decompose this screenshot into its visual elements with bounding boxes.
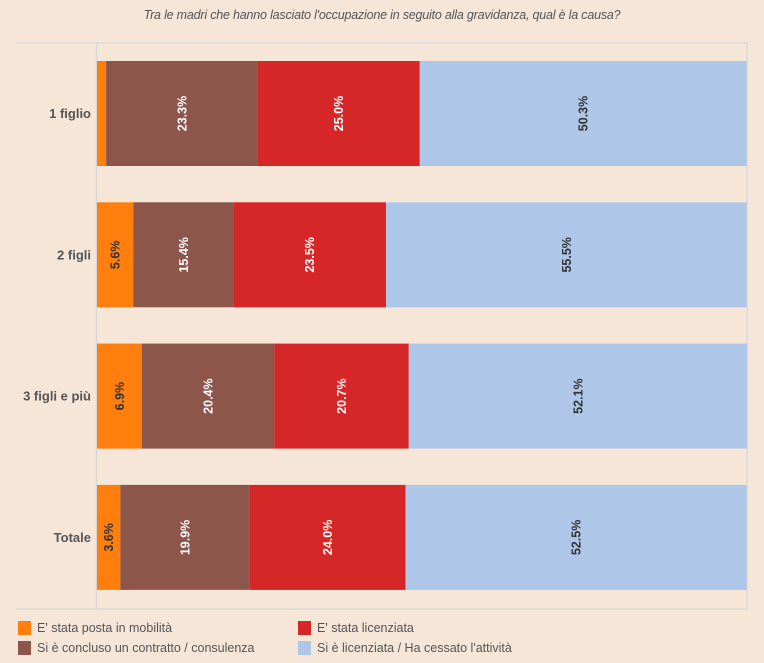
category-label: Totale	[54, 530, 91, 545]
bar-value-label: 5.6%	[109, 241, 123, 270]
legend-item[interactable]: Si è concluso un contratto / consulenza	[18, 640, 298, 655]
bar-value-label: 50.3%	[577, 96, 591, 131]
legend: E' stata posta in mobilità E' stata licen…	[18, 620, 578, 655]
bar-value-label: 52.5%	[570, 520, 584, 555]
category-label: 2 figli	[57, 247, 91, 262]
bars	[97, 61, 748, 590]
bar-value-label: 23.3%	[175, 96, 189, 131]
bar-segment	[257, 61, 420, 166]
bar-labels: 23.3% 25.0% 50.3% 5.6% 15.4% 23.5% 55.5% 6.9% 20…	[102, 96, 590, 555]
bar-segment	[408, 343, 748, 449]
bar-segment	[133, 202, 234, 308]
bar-segment	[249, 484, 406, 590]
legend-label: Si è concluso un contratto / consulenza	[37, 640, 255, 655]
bar-value-label: 25.0%	[332, 96, 346, 131]
legend-swatch	[298, 620, 311, 635]
bar-segment	[405, 484, 747, 590]
legend-label: E' stata licenziata	[317, 620, 414, 635]
bar-value-label: 52.1%	[571, 378, 585, 413]
category-labels: 1 figlio 2 figli 3 figli e più Totale	[23, 106, 91, 545]
bar-segment	[120, 484, 250, 590]
bar-segment	[97, 61, 107, 166]
bar-value-label: 3.6%	[102, 523, 116, 552]
bar-segment	[106, 61, 258, 166]
bar-segment	[419, 61, 747, 166]
bar-value-label: 20.7%	[335, 378, 349, 413]
bar-value-label: 6.9%	[113, 382, 127, 411]
bar-segment	[141, 343, 275, 449]
legend-swatch	[298, 640, 311, 655]
chart-frame	[16, 42, 748, 610]
bar-segment	[97, 484, 121, 590]
legend-item[interactable]: E' stata licenziata	[298, 620, 578, 635]
bar-segment	[97, 343, 142, 449]
legend-item[interactable]: Si è licenziata / Ha cessato l'attività	[298, 640, 578, 655]
bar-value-label: 20.4%	[202, 378, 216, 413]
bar-segment	[233, 202, 387, 308]
bar-value-label: 23.5%	[303, 237, 317, 272]
bar-value-label: 24.0%	[321, 520, 335, 555]
bar-segment	[274, 343, 409, 449]
bar-segment	[97, 202, 134, 308]
category-label: 3 figli e più	[23, 389, 91, 404]
bar-value-label: 19.9%	[179, 520, 193, 555]
chart-title: Tra le madri che hanno lasciato l'occupa…	[143, 8, 621, 22]
legend-label: E' stata posta in mobilità	[37, 620, 173, 635]
legend-label: Si è licenziata / Ha cessato l'attività	[317, 640, 512, 655]
bar-value-label: 55.5%	[560, 237, 574, 272]
bar-segment	[386, 202, 747, 308]
legend-swatch	[18, 640, 31, 655]
legend-item[interactable]: E' stata posta in mobilità	[18, 620, 298, 635]
category-label: 1 figlio	[49, 106, 91, 121]
legend-swatch	[18, 620, 31, 635]
bar-value-label: 15.4%	[177, 237, 191, 272]
